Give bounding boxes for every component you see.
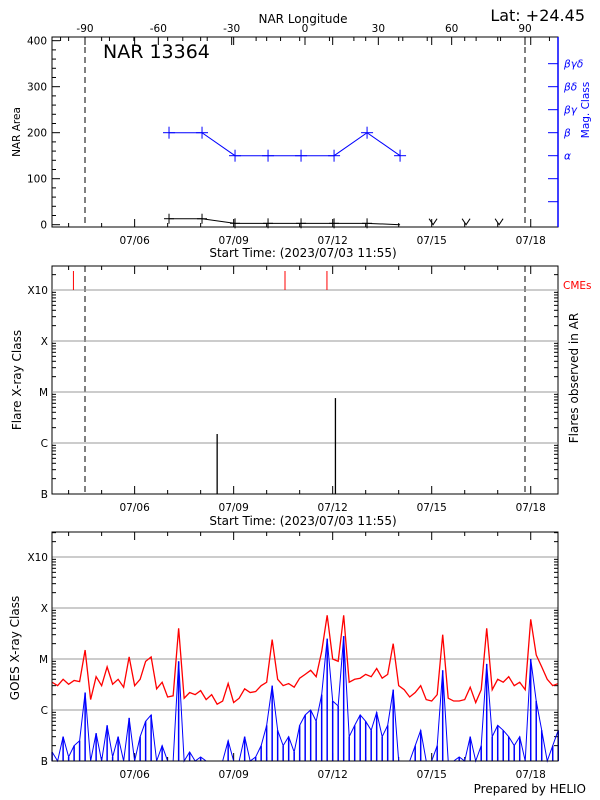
y-tick-label: X10 [27, 285, 48, 297]
y-tick-label: 400 [27, 36, 47, 48]
y-tick-label: X [41, 336, 48, 348]
cme-label: CMEs [563, 280, 592, 292]
y-tick-label: X10 [27, 552, 48, 564]
longitude-tick-label: 30 [372, 23, 385, 35]
panel3-ylabel: GOES X-ray Class [8, 596, 22, 700]
x-tick-label: 07/06 [120, 502, 151, 514]
x-tick-label: 07/18 [516, 235, 546, 247]
panel3-frame [51, 531, 559, 762]
longitude-tick-label: -30 [223, 23, 240, 35]
x-tick-label: 07/06 [120, 769, 151, 781]
area-below-range-marker [428, 218, 438, 226]
x-tick-label: 07/12 [318, 235, 348, 247]
longitude-tick-label: 90 [518, 23, 531, 35]
longitude-tick-label: 60 [445, 23, 458, 35]
panel1-xlabel: Start Time: (2023/07/03 11:55) [209, 246, 396, 260]
y-tick-label: 100 [27, 174, 47, 186]
longitude-tick-label: -90 [76, 23, 93, 35]
mag-class-label: βδ [563, 82, 577, 94]
mag-class-label: β [563, 128, 571, 140]
panel1-frame [51, 36, 559, 228]
longitude-tick-label: -60 [150, 23, 167, 35]
region-title: NAR 13364 [103, 41, 210, 63]
y-tick-label: 300 [27, 82, 47, 94]
mag-class-label: α [564, 151, 571, 163]
x-tick-label: 07/09 [219, 769, 249, 781]
x-tick-label: 07/09 [219, 502, 249, 514]
y-tick-label: M [39, 387, 48, 399]
longitude-tick-label: 0 [302, 23, 309, 35]
panel2-ylabel: Flare X-ray Class [10, 330, 24, 430]
x-tick-label: 07/15 [417, 502, 447, 514]
x-tick-label: 07/18 [516, 769, 546, 781]
area-below-range-marker [494, 218, 504, 226]
panel1-ylabel: NAR Area [11, 107, 23, 157]
y-tick-label: 200 [27, 128, 47, 140]
x-tick-label: 07/12 [318, 769, 348, 781]
y-tick-label: M [39, 654, 48, 666]
x-tick-label: 07/12 [318, 502, 348, 514]
top-axis-label: NAR Longitude [258, 12, 347, 26]
panel2-xlabel: Start Time: (2023/07/03 11:55) [209, 514, 396, 528]
goes-long-line [51, 615, 559, 706]
mag-class-label: βγδ [563, 59, 583, 71]
y-tick-label: B [41, 489, 48, 501]
panel2-y2label: Flares observed in AR [567, 313, 581, 443]
mag-class-label: βγ [563, 105, 578, 117]
panel2-frame [51, 265, 559, 495]
footer-credit: Prepared by HELIO [474, 782, 586, 796]
x-tick-label: 07/15 [417, 235, 447, 247]
x-tick-label: 07/18 [516, 502, 546, 514]
panel1-y2label: Mag. Class [580, 82, 592, 138]
x-tick-label: 07/09 [219, 235, 249, 247]
x-tick-label: 07/06 [120, 235, 151, 247]
latitude-label: Lat: +24.45 [490, 6, 585, 25]
area-series-line [169, 218, 401, 226]
y-tick-label: X [41, 603, 48, 615]
x-tick-label: 07/15 [417, 769, 447, 781]
y-tick-label: 0 [40, 220, 47, 232]
y-tick-label: C [41, 705, 48, 717]
area-below-range-marker [461, 218, 471, 226]
mag-class-series-line [169, 132, 401, 157]
y-tick-label: B [41, 756, 48, 768]
goes-short-line [51, 636, 559, 763]
y-tick-label: C [41, 438, 48, 450]
